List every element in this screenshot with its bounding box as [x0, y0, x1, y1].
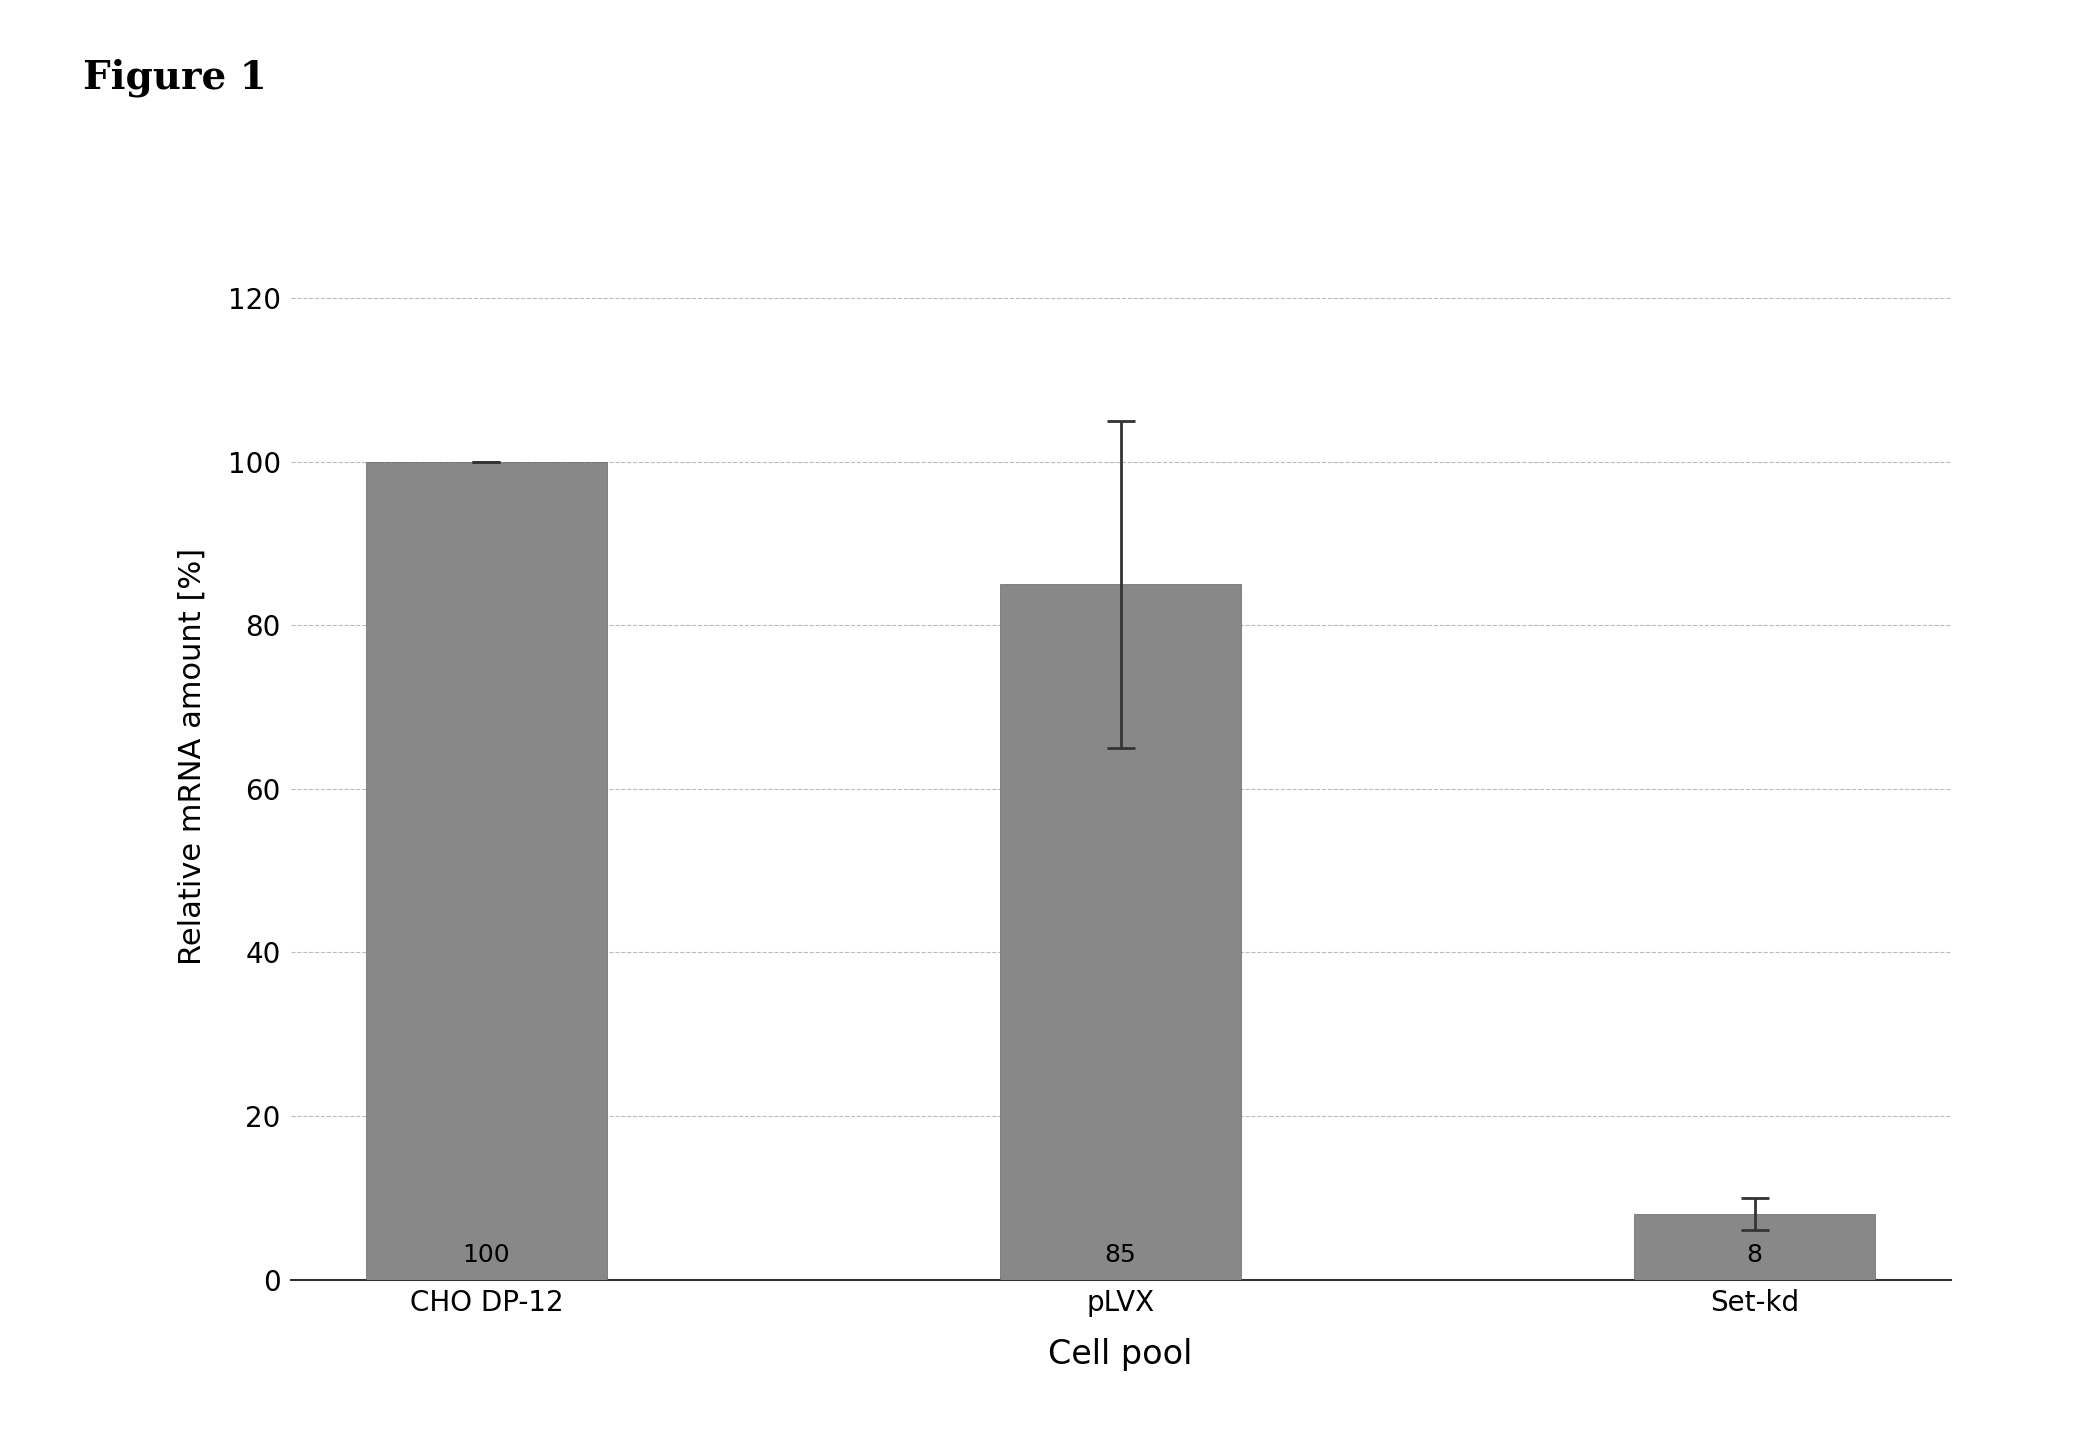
Bar — [365, 462, 606, 1280]
Text: Figure 1: Figure 1 — [83, 58, 268, 96]
Y-axis label: Relative mRNA amount [%]: Relative mRNA amount [%] — [178, 548, 208, 964]
Text: 85: 85 — [1104, 1243, 1137, 1268]
Text: 100: 100 — [463, 1243, 510, 1268]
X-axis label: Cell pool: Cell pool — [1048, 1338, 1193, 1371]
Text: 8: 8 — [1747, 1243, 1762, 1268]
Bar — [1635, 1214, 1876, 1280]
Bar — [1000, 585, 1241, 1280]
